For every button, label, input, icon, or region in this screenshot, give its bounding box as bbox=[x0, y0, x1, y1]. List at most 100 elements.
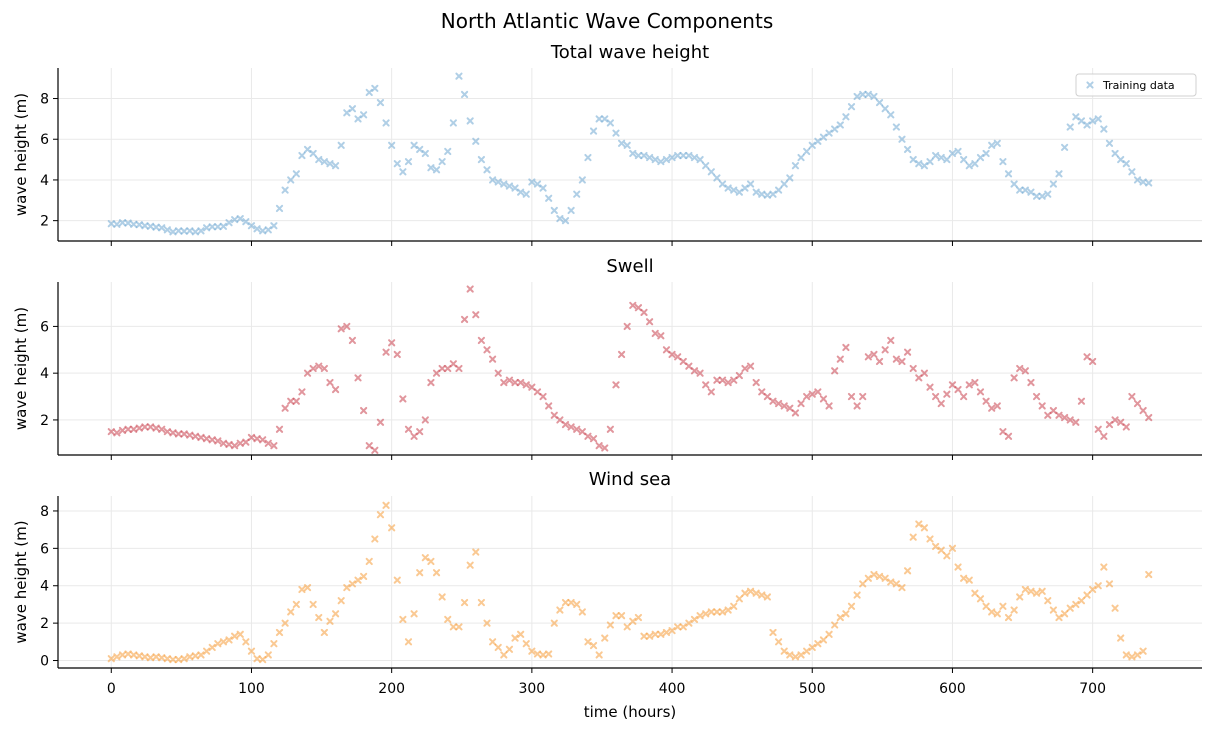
data-point-swell bbox=[253, 435, 261, 443]
data-point-windsea bbox=[702, 610, 710, 618]
data-point-total bbox=[696, 155, 704, 164]
data-point-total bbox=[466, 117, 474, 125]
data-point-windsea bbox=[315, 613, 323, 622]
y-tick-label: 6 bbox=[40, 319, 49, 335]
data-point-total bbox=[1061, 143, 1069, 151]
data-point-swell bbox=[932, 392, 940, 401]
data-point-swell bbox=[954, 385, 962, 394]
data-point-swell bbox=[646, 318, 654, 326]
data-point-windsea bbox=[903, 567, 912, 575]
data-point-swell bbox=[758, 388, 766, 396]
data-point-swell bbox=[1055, 411, 1063, 419]
data-point-total bbox=[646, 153, 654, 162]
data-point-swell bbox=[135, 424, 143, 432]
y-tick-label: 6 bbox=[40, 541, 49, 557]
data-point-windsea bbox=[113, 653, 121, 661]
data-point-windsea bbox=[208, 643, 216, 652]
y-tick-label: 6 bbox=[40, 132, 49, 148]
data-point-windsea bbox=[489, 638, 497, 646]
data-point-windsea bbox=[875, 572, 884, 580]
data-point-windsea bbox=[696, 612, 704, 620]
data-point-swell bbox=[606, 425, 614, 433]
data-point-swell bbox=[808, 390, 816, 398]
data-point-windsea bbox=[1122, 651, 1130, 659]
data-point-total bbox=[556, 215, 564, 223]
subplot-title-windsea: Wind sea bbox=[589, 469, 671, 490]
data-point-total bbox=[573, 190, 581, 198]
y-axis-label-total: wave height (m) bbox=[12, 93, 30, 216]
data-point-windsea bbox=[606, 621, 614, 629]
data-point-total bbox=[1016, 186, 1024, 194]
data-point-total bbox=[623, 141, 631, 149]
data-point-swell bbox=[113, 429, 121, 437]
data-point-swell bbox=[746, 362, 755, 370]
data-point-swell bbox=[909, 364, 917, 373]
data-point-swell bbox=[292, 397, 300, 405]
data-point-windsea bbox=[892, 580, 900, 588]
data-point-swell bbox=[539, 392, 547, 401]
data-point-swell bbox=[466, 285, 474, 293]
data-point-windsea bbox=[382, 501, 390, 509]
data-point-total bbox=[909, 155, 917, 164]
data-point-total bbox=[606, 119, 614, 127]
data-point-windsea bbox=[174, 655, 183, 664]
data-point-total bbox=[169, 228, 177, 236]
data-point-total bbox=[242, 218, 250, 226]
data-point-total bbox=[629, 149, 637, 158]
data-point-swell bbox=[859, 392, 867, 401]
data-point-swell bbox=[163, 428, 171, 436]
data-point-swell bbox=[371, 446, 379, 454]
data-point-swell bbox=[259, 436, 267, 444]
data-point-total bbox=[881, 105, 889, 113]
data-point-windsea bbox=[707, 608, 715, 616]
data-point-total bbox=[892, 123, 900, 131]
data-point-windsea bbox=[1105, 580, 1114, 588]
data-point-swell bbox=[842, 343, 850, 352]
data-point-windsea bbox=[393, 576, 401, 584]
data-point-total bbox=[735, 188, 743, 196]
data-point-swell bbox=[382, 348, 390, 356]
data-point-swell bbox=[707, 388, 715, 396]
data-point-windsea bbox=[264, 651, 272, 659]
data-point-swell bbox=[612, 381, 620, 389]
data-point-windsea bbox=[831, 621, 839, 629]
data-point-swell bbox=[870, 350, 878, 359]
data-point-total bbox=[1049, 180, 1057, 188]
data-point-total bbox=[797, 153, 805, 162]
data-point-swell bbox=[281, 404, 289, 412]
data-point-windsea bbox=[1061, 610, 1069, 618]
data-point-total bbox=[965, 162, 973, 170]
data-point-swell bbox=[971, 378, 979, 387]
data-point-swell bbox=[881, 346, 889, 354]
data-point-windsea bbox=[231, 632, 239, 640]
data-point-total bbox=[444, 147, 452, 156]
data-point-windsea bbox=[842, 610, 850, 618]
data-point-swell bbox=[1032, 392, 1041, 401]
data-point-windsea bbox=[410, 610, 418, 618]
data-point-swell bbox=[472, 311, 480, 319]
data-point-windsea bbox=[545, 650, 553, 658]
legend-marker bbox=[1086, 81, 1094, 89]
data-point-windsea bbox=[533, 650, 542, 658]
data-point-windsea bbox=[881, 574, 889, 582]
data-point-total bbox=[533, 180, 542, 188]
data-point-total bbox=[1089, 117, 1097, 125]
data-point-swell bbox=[730, 376, 738, 384]
data-point-swell bbox=[1010, 374, 1018, 382]
subplot-wind-sea: 0 2 4 6 8 0 100 200 300 400 500 600 700 wave height (… bbox=[12, 496, 1202, 697]
data-point-total bbox=[578, 176, 586, 184]
data-point-swell bbox=[231, 442, 239, 450]
data-point-total bbox=[460, 90, 469, 99]
data-point-windsea bbox=[421, 554, 429, 562]
data-point-total bbox=[954, 147, 962, 156]
y-tick-label: 8 bbox=[40, 504, 49, 520]
data-point-windsea bbox=[909, 533, 917, 541]
data-point-windsea bbox=[578, 608, 586, 616]
data-point-total bbox=[791, 162, 800, 170]
data-point-swell bbox=[343, 322, 351, 331]
data-point-total bbox=[657, 158, 665, 166]
data-point-windsea bbox=[937, 546, 945, 554]
data-point-windsea bbox=[589, 641, 598, 650]
data-point-total bbox=[1044, 190, 1052, 198]
data-point-windsea bbox=[236, 630, 244, 638]
